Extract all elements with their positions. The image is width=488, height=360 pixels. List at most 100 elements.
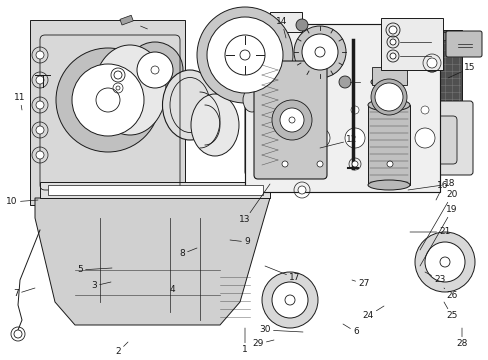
Text: 7: 7 (13, 288, 35, 298)
Text: 9: 9 (229, 238, 249, 247)
Circle shape (424, 242, 464, 282)
Text: 20: 20 (419, 190, 457, 250)
Circle shape (315, 106, 324, 114)
Circle shape (288, 117, 294, 123)
Bar (271, 32, 456, 40)
Circle shape (388, 26, 396, 34)
Text: 23: 23 (424, 272, 445, 284)
Circle shape (72, 64, 143, 136)
Polygon shape (30, 20, 184, 205)
Text: 24: 24 (362, 306, 383, 320)
Circle shape (389, 53, 395, 59)
FancyBboxPatch shape (244, 24, 439, 192)
Circle shape (374, 83, 402, 111)
Circle shape (282, 161, 287, 167)
Circle shape (414, 232, 474, 292)
Circle shape (386, 161, 392, 167)
FancyBboxPatch shape (244, 101, 472, 175)
Circle shape (36, 101, 44, 109)
Text: 30: 30 (259, 325, 303, 334)
Text: 16: 16 (435, 181, 448, 200)
Bar (367, 105, 409, 185)
Text: 12: 12 (319, 135, 357, 148)
Circle shape (316, 161, 323, 167)
Polygon shape (35, 198, 269, 325)
Circle shape (14, 330, 22, 338)
Circle shape (96, 88, 120, 112)
Circle shape (309, 128, 329, 148)
Circle shape (88, 80, 128, 120)
Circle shape (280, 108, 304, 132)
Circle shape (36, 151, 44, 159)
Text: 13: 13 (239, 184, 269, 225)
Circle shape (137, 52, 173, 88)
Text: 18: 18 (407, 180, 455, 190)
Circle shape (345, 128, 364, 148)
Circle shape (302, 34, 337, 70)
Text: 3: 3 (91, 282, 111, 291)
Bar (269, 12, 302, 32)
Circle shape (426, 58, 436, 68)
Text: 8: 8 (179, 248, 197, 258)
Ellipse shape (94, 45, 165, 135)
Text: 26: 26 (443, 288, 457, 301)
Ellipse shape (162, 70, 217, 140)
Text: 29: 29 (252, 339, 273, 348)
Circle shape (36, 76, 44, 84)
Circle shape (151, 66, 159, 74)
Circle shape (385, 106, 393, 114)
Text: 1: 1 (242, 328, 247, 355)
Circle shape (408, 122, 440, 154)
Circle shape (338, 122, 370, 154)
Circle shape (36, 126, 44, 134)
Circle shape (127, 42, 183, 98)
Circle shape (416, 102, 432, 118)
Circle shape (285, 114, 297, 126)
Circle shape (281, 106, 288, 114)
Text: 2: 2 (115, 342, 128, 356)
Ellipse shape (191, 94, 239, 156)
Text: 27: 27 (351, 279, 369, 288)
Text: 5: 5 (77, 265, 112, 274)
Circle shape (351, 161, 357, 167)
Circle shape (338, 76, 350, 88)
Text: 11: 11 (14, 94, 26, 110)
Text: 28: 28 (455, 328, 467, 348)
Circle shape (293, 26, 346, 78)
Bar (380, 18, 442, 70)
Circle shape (309, 42, 329, 62)
Circle shape (389, 39, 395, 45)
Circle shape (422, 54, 440, 72)
Circle shape (295, 19, 307, 31)
FancyBboxPatch shape (253, 61, 326, 179)
Circle shape (276, 102, 292, 118)
Text: 19: 19 (419, 206, 457, 266)
Circle shape (350, 106, 358, 114)
FancyBboxPatch shape (253, 116, 456, 164)
Circle shape (114, 71, 122, 79)
Bar (266, 30, 461, 102)
Text: 17: 17 (264, 266, 300, 283)
Bar (40, 182, 269, 198)
Circle shape (434, 252, 454, 272)
Circle shape (420, 106, 428, 114)
Circle shape (262, 272, 317, 328)
Text: 22: 22 (0, 359, 1, 360)
Text: 25: 25 (443, 302, 457, 320)
Circle shape (217, 27, 272, 83)
Circle shape (370, 79, 406, 115)
Circle shape (197, 7, 292, 103)
Circle shape (379, 128, 399, 148)
Circle shape (268, 122, 301, 154)
Circle shape (373, 122, 405, 154)
Text: 15: 15 (447, 63, 475, 78)
Circle shape (285, 295, 294, 305)
Circle shape (206, 17, 283, 93)
Circle shape (280, 290, 299, 310)
Text: 6: 6 (342, 324, 358, 337)
Bar (371, 67, 406, 85)
Ellipse shape (370, 76, 406, 88)
Circle shape (271, 100, 311, 140)
Circle shape (381, 102, 397, 118)
Circle shape (414, 128, 434, 148)
